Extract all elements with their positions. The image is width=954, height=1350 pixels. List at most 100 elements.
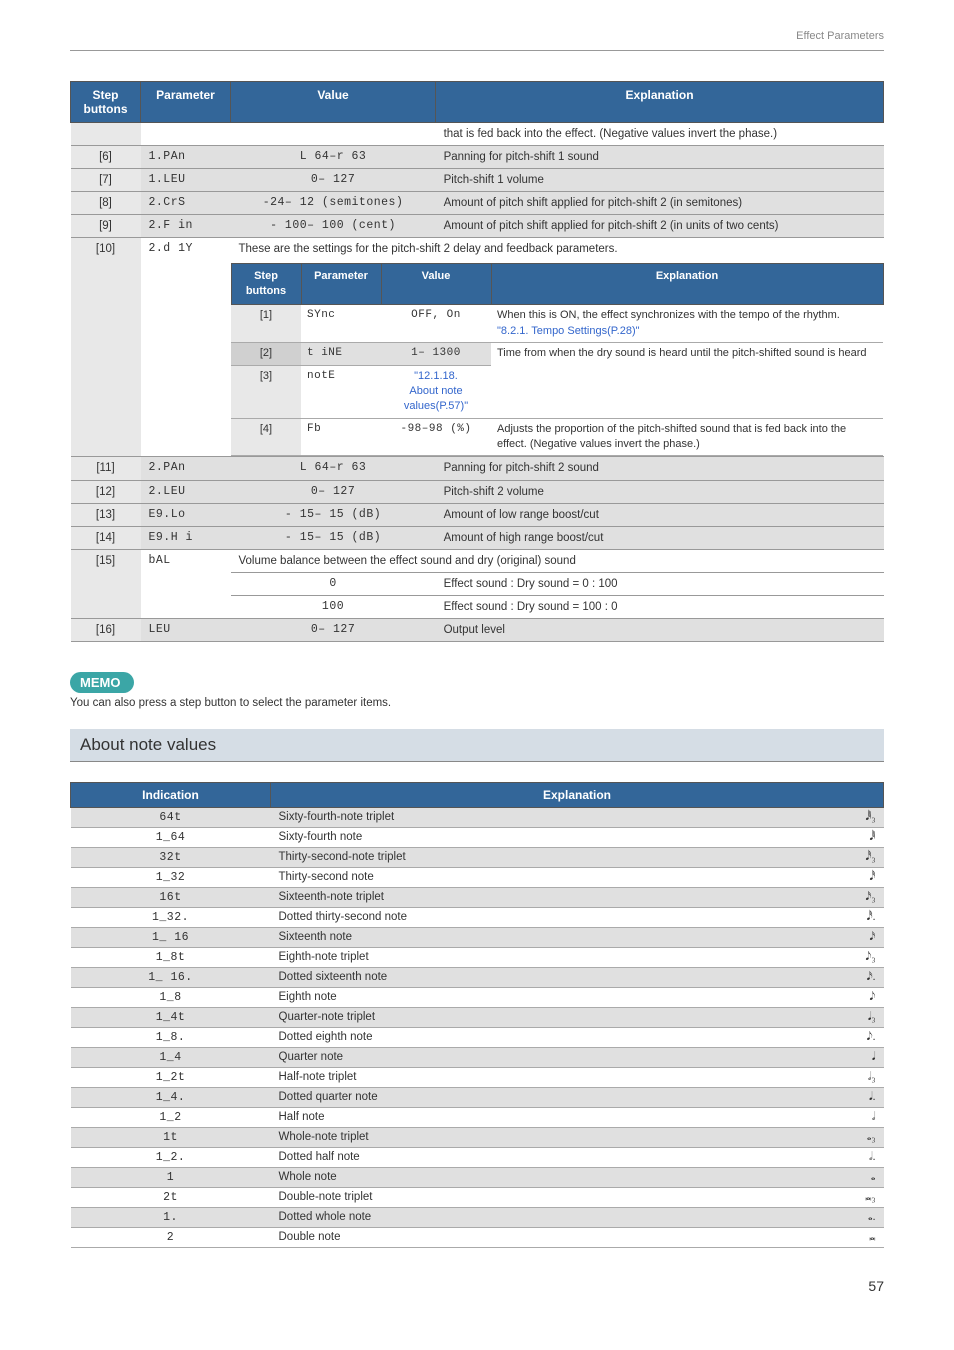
inner-param: SYnc	[301, 305, 381, 343]
notes-row: 1_8Eighth note𝅘𝅥𝅮	[71, 988, 884, 1008]
note-symbol-cell: 𝅗𝅥₃	[844, 1068, 884, 1088]
indication-cell: 16t	[71, 888, 271, 908]
indication-cell: 1_4	[71, 1048, 271, 1068]
expl-cell: Amount of pitch shift applied for pitch-…	[436, 192, 884, 215]
section-heading: About note values	[70, 729, 884, 762]
note-expl-cell: Dotted whole note	[271, 1208, 844, 1228]
inner-col-step: Step buttons	[231, 263, 301, 305]
expl-cell: Panning for pitch-shift 1 sound	[436, 146, 884, 169]
inner-col-param: Parameter	[301, 263, 381, 305]
notes-col-indication: Indication	[71, 783, 271, 808]
bal-intro: Volume balance between the effect sound …	[231, 549, 884, 572]
indication-cell: 1t	[71, 1128, 271, 1148]
note-symbol-cell: 𝅝₃	[844, 1128, 884, 1148]
col-value: Value	[231, 82, 436, 123]
tempo-link[interactable]: "8.2.1. Tempo Settings(P.28)"	[497, 325, 640, 337]
table-row: [11] 2.PAn L 64–r 63 Panning for pitch-s…	[71, 457, 884, 480]
step-cell: [16]	[71, 619, 141, 642]
note-symbol-cell: 𝅜	[844, 1228, 884, 1248]
inner-param: notE	[301, 365, 381, 418]
inner-expl-text: When this is ON, the effect synchronizes…	[497, 309, 840, 321]
note-expl-cell: Half-note triplet	[271, 1068, 844, 1088]
step-cell: [8]	[71, 192, 141, 215]
param-cell: 2.LEU	[141, 480, 231, 503]
param-cell: 2.F in	[141, 215, 231, 238]
table-row: [9] 2.F in - 100– 100 (cent) Amount of p…	[71, 215, 884, 238]
notes-row: 1_4.Dotted quarter note𝅘𝅥.	[71, 1088, 884, 1108]
indication-cell: 64t	[71, 808, 271, 828]
inner-expl: When this is ON, the effect synchronizes…	[491, 305, 883, 343]
inner-row: [4] Fb -98–98 (%) Adjusts the proportion…	[231, 418, 883, 456]
table-row-nested: [10] 2.d 1Y These are the settings for t…	[71, 238, 884, 457]
note-link[interactable]: values(P.57)"	[404, 400, 468, 412]
note-symbol-cell: 𝅘𝅥𝅮₃	[844, 948, 884, 968]
continuation-row: that is fed back into the effect. (Negat…	[71, 123, 884, 146]
inner-step: [3]	[231, 365, 301, 418]
note-expl-cell: Dotted eighth note	[271, 1028, 844, 1048]
note-expl-cell: Dotted thirty-second note	[271, 908, 844, 928]
value-cell: - 15– 15 (dB)	[231, 503, 436, 526]
note-symbol-cell: 𝅘𝅥𝅯	[844, 928, 884, 948]
expl-cell: Output level	[436, 619, 884, 642]
value-cell: 0– 127	[231, 480, 436, 503]
note-expl-cell: Sixty-fourth-note triplet	[271, 808, 844, 828]
notes-row: 1_32.Dotted thirty-second note𝅘𝅥𝅰.	[71, 908, 884, 928]
step-cell: [12]	[71, 480, 141, 503]
note-link[interactable]: About note	[409, 385, 462, 397]
step-cell: [14]	[71, 526, 141, 549]
indication-cell: 1_8.	[71, 1028, 271, 1048]
param-cell: 1.LEU	[141, 169, 231, 192]
indication-cell: 1_8	[71, 988, 271, 1008]
note-link[interactable]: "12.1.18.	[414, 370, 458, 382]
breadcrumb: Effect Parameters	[70, 30, 884, 42]
indication-cell: 1_2	[71, 1108, 271, 1128]
inner-value: -98–98 (%)	[381, 418, 491, 456]
inner-step: [1]	[231, 305, 301, 343]
param-cell: bAL	[141, 549, 231, 618]
notes-col-expl: Explanation	[271, 783, 884, 808]
col-step: Step buttons	[71, 82, 141, 123]
expl-cell: Pitch-shift 1 volume	[436, 169, 884, 192]
inner-row: [2] t iNE 1– 1300 Time from when the dry…	[231, 343, 883, 365]
table-row: [8] 2.CrS -24– 12 (semitones) Amount of …	[71, 192, 884, 215]
note-symbol-cell: 𝅘𝅥𝅰.	[844, 908, 884, 928]
step-cell: [7]	[71, 169, 141, 192]
inner-value: 1– 1300	[381, 343, 491, 365]
indication-cell: 2	[71, 1228, 271, 1248]
col-param: Parameter	[141, 82, 231, 123]
indication-cell: 1_ 16	[71, 928, 271, 948]
notes-row: 64tSixty-fourth-note triplet𝅘𝅥𝅱₃	[71, 808, 884, 828]
page-number: 57	[70, 1278, 884, 1294]
note-symbol-cell: 𝅝.	[844, 1208, 884, 1228]
inner-param: t iNE	[301, 343, 381, 365]
note-symbol-cell: 𝅘𝅥𝅰	[844, 868, 884, 888]
expl-cell: Effect sound : Dry sound = 100 : 0	[436, 596, 884, 619]
param-cell: 2.d 1Y	[141, 238, 231, 457]
notes-row: 1_2Half note𝅗𝅥	[71, 1108, 884, 1128]
notes-row: 1_8.Dotted eighth note𝅘𝅥𝅮.	[71, 1028, 884, 1048]
note-symbol-cell: 𝅘𝅥	[844, 1048, 884, 1068]
indication-cell: 1_2.	[71, 1148, 271, 1168]
notes-row: 2Double note𝅜	[71, 1228, 884, 1248]
note-expl-cell: Whole-note triplet	[271, 1128, 844, 1148]
inner-col-expl: Explanation	[491, 263, 883, 305]
param-cell: E9.Lo	[141, 503, 231, 526]
value-cell: L 64–r 63	[231, 146, 436, 169]
inner-row: [1] SYnc OFF, On When this is ON, the ef…	[231, 305, 883, 343]
indication-cell: 1_ 16.	[71, 968, 271, 988]
inner-expl: Time from when the dry sound is heard un…	[491, 343, 883, 419]
step-cell: [15]	[71, 549, 141, 618]
header-rule	[70, 50, 884, 51]
note-symbol-cell: 𝅘𝅥₃	[844, 1008, 884, 1028]
note-symbol-cell: 𝅘𝅥𝅰₃	[844, 848, 884, 868]
note-expl-cell: Sixty-fourth note	[271, 828, 844, 848]
inner-expl: Adjusts the proportion of the pitch-shif…	[491, 418, 883, 456]
step-cell: [11]	[71, 457, 141, 480]
indication-cell: 1_2t	[71, 1068, 271, 1088]
indication-cell: 1_4t	[71, 1008, 271, 1028]
inner-step: [4]	[231, 418, 301, 456]
inner-param: Fb	[301, 418, 381, 456]
note-symbol-cell: 𝅘𝅥𝅯.	[844, 968, 884, 988]
notes-row: 1_4Quarter note𝅘𝅥	[71, 1048, 884, 1068]
notes-row: 1Whole note𝅝	[71, 1168, 884, 1188]
